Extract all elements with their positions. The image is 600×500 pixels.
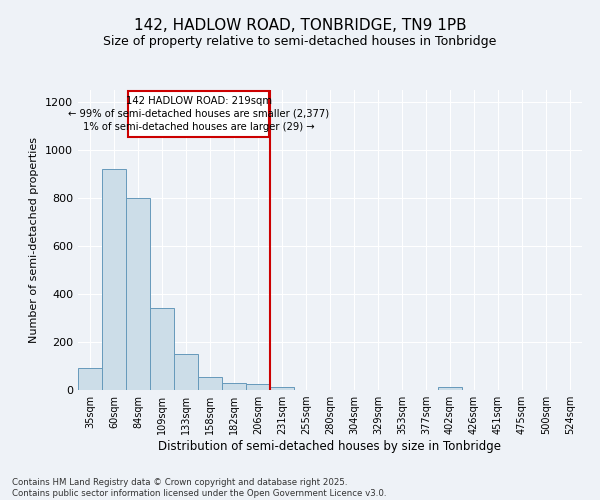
Bar [198,377,222,390]
Bar [150,308,174,390]
Y-axis label: Number of semi-detached properties: Number of semi-detached properties [29,137,40,343]
Bar [270,387,294,390]
Text: Size of property relative to semi-detached houses in Tonbridge: Size of property relative to semi-detach… [103,35,497,48]
Bar [78,368,102,390]
Text: 142, HADLOW ROAD, TONBRIDGE, TN9 1PB: 142, HADLOW ROAD, TONBRIDGE, TN9 1PB [134,18,466,32]
Bar [222,384,246,390]
Bar [438,387,462,390]
X-axis label: Distribution of semi-detached houses by size in Tonbridge: Distribution of semi-detached houses by … [158,440,502,453]
Bar [102,169,126,390]
Bar [126,198,150,390]
Text: Contains HM Land Registry data © Crown copyright and database right 2025.
Contai: Contains HM Land Registry data © Crown c… [12,478,386,498]
Text: 142 HADLOW ROAD: 219sqm
← 99% of semi-detached houses are smaller (2,377)
1% of : 142 HADLOW ROAD: 219sqm ← 99% of semi-de… [68,96,329,132]
Bar [174,354,198,390]
Bar [246,384,270,390]
Bar [128,91,269,137]
